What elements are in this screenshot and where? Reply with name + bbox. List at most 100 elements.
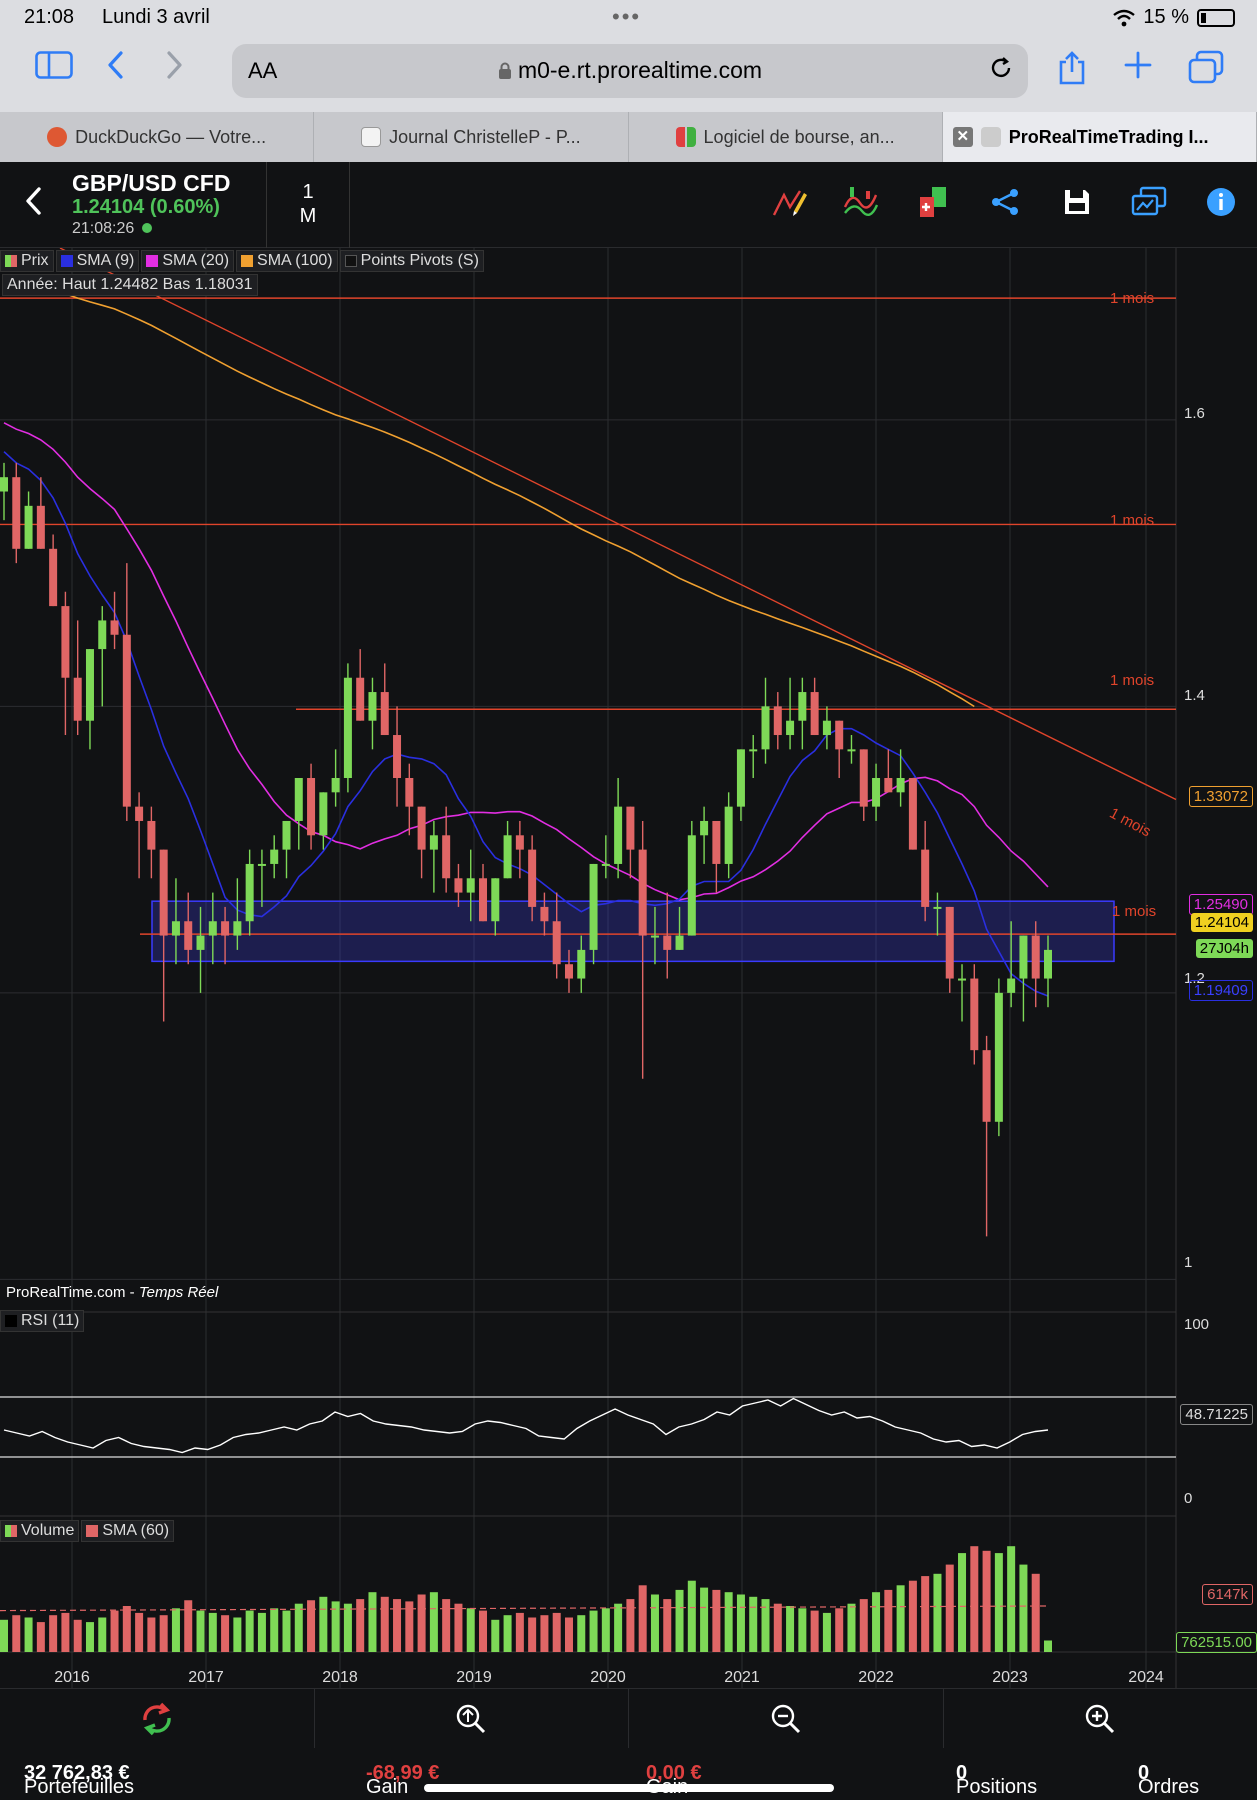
close-tab-icon[interactable]: ✕ [952,127,973,147]
drawing-pencil-icon[interactable] [767,180,811,224]
battery-percent: 15 % [1143,6,1189,28]
candle-body [122,634,131,807]
candle-body [761,706,770,750]
price-chart[interactable]: 2016 2017 2018 2019 2020 2021 2022 2023 2024 [0,248,1257,1688]
zoom-in-button[interactable] [944,1689,1257,1748]
legend-sma20[interactable]: SMA (20) [141,250,235,272]
candle-body [933,906,942,909]
candle-body [515,835,524,850]
candle-body [810,692,819,736]
forward-arrow-icon[interactable] [152,50,196,90]
bottom-toolbar [0,1688,1257,1748]
legend-sma9[interactable]: SMA (9) [55,250,140,272]
trading-order-icon[interactable] [911,180,955,224]
tabs-overview-icon[interactable] [1184,50,1228,90]
volume-bar [958,1553,967,1652]
candle-body [73,677,82,721]
candle-body [196,935,205,950]
zoom-fit-button[interactable] [315,1689,629,1748]
zoom-out-button[interactable] [629,1689,944,1748]
orders-value: 0 [1138,1762,1150,1784]
home-indicator[interactable] [424,1784,834,1792]
volume-bar [380,1596,389,1652]
support-zone [151,900,1115,963]
volume-sma-swatch-icon [86,1525,99,1537]
price-axis-label: 1.6 [1184,405,1205,422]
sma100-line [3,277,975,708]
x-axis-label: 2017 [188,1669,224,1686]
volume-legend: Volume SMA (60) [0,1520,175,1542]
zoom-in-icon [1086,1704,1115,1733]
address-url[interactable]: m0-e.rt.prorealtime.com [232,57,1028,84]
rsi-axis-top: 100 [1184,1316,1210,1333]
volume-bar [712,1589,721,1652]
gain-day-value: -68,99 € [366,1762,440,1784]
volume-bar [540,1615,549,1652]
legend-volume-sma-label: SMA (60) [102,1522,170,1539]
candle-body [147,820,156,850]
timeframe-selector[interactable]: 1 M [266,162,350,248]
info-icon[interactable] [1199,180,1243,224]
volume-swatch-icon [5,1525,17,1537]
legend-sma100[interactable]: SMA (100) [236,250,338,272]
volume-bar [159,1615,168,1652]
countdown-tag: 27J04h [1195,939,1253,958]
volume-bar [98,1617,107,1652]
legend-price[interactable]: Prix [0,250,54,272]
candle-body [0,477,8,492]
duckduckgo-icon [47,127,68,147]
candle-body [798,692,807,721]
positions-info[interactable]: Positions : 0 [956,1762,1037,1800]
sidebar-toggle-icon[interactable] [32,50,76,90]
candle-body [12,477,21,549]
volume-sma-tag: 6147k [1202,1584,1253,1605]
refresh-button[interactable] [0,1689,315,1748]
legend-volume[interactable]: Volume [0,1520,80,1542]
multitask-dots-icon[interactable]: ••• [612,4,642,29]
text-size-button[interactable]: AA [248,58,278,83]
candle-body [712,820,721,864]
save-floppy-icon[interactable] [1055,180,1099,224]
volume-bar [736,1594,745,1652]
volume-bar [196,1610,205,1652]
indicators-icon[interactable] [839,180,883,224]
new-tab-icon[interactable] [1116,50,1160,90]
volume-bar [393,1599,402,1652]
orders-info[interactable]: Ordres : 0 [1138,1762,1199,1800]
candle-body [687,835,696,936]
volume-bar [896,1585,905,1652]
chevron-left-icon[interactable] [24,184,44,226]
refresh-arrows-icon [143,1702,171,1735]
legend-volume-sma[interactable]: SMA (60) [81,1520,175,1542]
volume-bar [24,1617,33,1652]
share-icon[interactable] [1050,50,1094,90]
wifi-icon [1113,9,1136,26]
tab-duckduckgo[interactable]: DuckDuckGo — Votre... [0,112,315,162]
x-axis-label: 2024 [1128,1669,1164,1686]
candle-body [208,921,217,936]
x-axis-label: 2018 [322,1669,358,1686]
tab-prorealtime[interactable]: ✕ ProRealTimeTrading I... [942,112,1257,162]
tab-logiciel-bourse[interactable]: Logiciel de bourse, an... [629,112,943,162]
legend-rsi[interactable]: RSI (11) [0,1310,85,1332]
zoom-out-icon [771,1704,800,1733]
share-nodes-icon[interactable] [983,180,1027,224]
candle-body [921,849,930,907]
sma20-swatch-icon [146,255,159,267]
candle-body [786,720,795,736]
address-bar[interactable]: AA m0-e.rt.prorealtime.com [232,44,1028,98]
candle-body [282,820,291,850]
back-arrow-icon[interactable] [94,50,138,90]
portfolio-info[interactable]: Portefeuilles : 32 762,83 € [24,1762,134,1800]
x-axis-label: 2016 [54,1669,90,1686]
candle-body [847,749,856,752]
reload-icon[interactable] [988,54,1014,89]
multi-chart-icon[interactable] [1127,180,1171,224]
tab-journal[interactable]: Journal ChristelleP - P... [314,112,629,162]
gain-latent-value: 0,00 € [646,1762,702,1784]
x-axis-label: 2023 [992,1669,1028,1686]
candle-body [700,820,709,836]
level-label: 1 mois [1110,512,1155,529]
legend-sma100-label: SMA (100) [257,252,333,269]
legend-pivots[interactable]: Points Pivots (S) [339,250,484,272]
